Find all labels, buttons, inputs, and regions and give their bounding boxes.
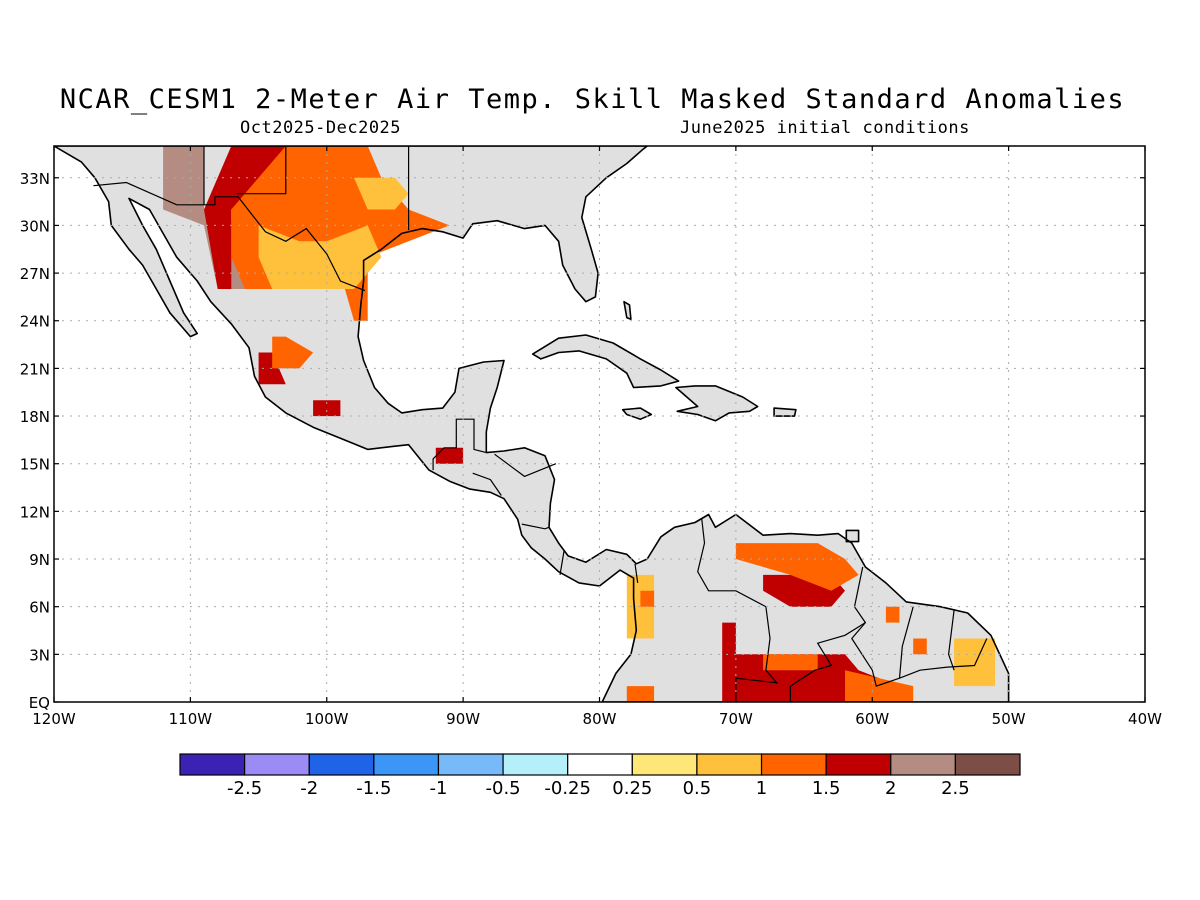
lon-label: 50W — [992, 710, 1026, 728]
lat-label: 21N — [20, 360, 50, 378]
colorbar-swatch — [631, 753, 698, 776]
jamaica-coastline — [621, 407, 653, 421]
border-7 — [494, 453, 557, 478]
anomaly-region-10 — [735, 543, 859, 591]
cuba-coastline — [531, 334, 680, 389]
lat-label: 3N — [29, 646, 50, 664]
lat-label: 9N — [29, 551, 50, 569]
border-4 — [444, 418, 487, 454]
colorbar-swatch — [696, 753, 763, 776]
lon-label: 80W — [583, 710, 617, 728]
colorbar-label: 2.5 — [941, 778, 970, 799]
colorbar-swatch — [308, 753, 375, 776]
lat-lon-grid — [54, 146, 1145, 702]
lat-label: 33N — [20, 170, 50, 188]
lon-label: 60W — [855, 710, 889, 728]
trinidad-coastline — [845, 529, 860, 543]
border-13 — [898, 606, 914, 679]
colorbar-swatch — [179, 753, 246, 776]
andros-coastline — [623, 300, 632, 321]
border-14 — [947, 609, 955, 671]
puerto-rico-coastline — [773, 407, 797, 417]
anomaly-region-18 — [913, 638, 927, 655]
colorbar-label: 1 — [756, 778, 767, 799]
colorbar-swatch — [890, 753, 956, 776]
lat-label: 24N — [20, 313, 50, 331]
lat-label: 6N — [29, 599, 50, 617]
map-title: NCAR_CESM1 2-Meter Air Temp. Skill Maske… — [59, 84, 1126, 115]
colorbar-swatch — [954, 753, 1021, 776]
colorbar-label: 0.25 — [612, 778, 652, 799]
anomaly-region-6 — [272, 336, 314, 369]
lat-label: 15N — [20, 456, 50, 474]
anomaly-region-17 — [885, 606, 900, 623]
colorbar-label: -0.25 — [544, 778, 591, 799]
anomaly-region-16 — [626, 686, 655, 702]
latitude-labels: 33N 30N 27N 24N 21N 18N 15N 12N 9N 6N 3N EQ — [20, 170, 1145, 712]
colorbar-label: -0.5 — [486, 778, 521, 799]
hispaniola-coastline — [675, 385, 759, 422]
border-11 — [697, 519, 779, 702]
colorbar-swatch — [373, 753, 440, 776]
border-0 — [93, 181, 366, 292]
anomaly-region-15 — [640, 590, 655, 607]
lon-label: 110W — [169, 710, 213, 728]
north-america-coastline — [54, 146, 1010, 702]
colorbar-label: 2 — [885, 778, 896, 799]
anomaly-region-12 — [763, 654, 818, 671]
lon-label: 40W — [1128, 710, 1162, 728]
colorbar-swatch — [244, 753, 310, 776]
border-6 — [472, 472, 502, 496]
coastlines — [54, 146, 1010, 702]
season-subtitle: Oct2025-Dec2025 — [240, 118, 402, 138]
border-10 — [634, 563, 639, 583]
colorbar-label: 0.5 — [683, 778, 712, 799]
anomaly-region-13 — [845, 670, 914, 702]
border-15 — [789, 622, 866, 702]
colorbar-label: 1.5 — [812, 778, 841, 799]
colorbar-swatch — [437, 753, 504, 776]
longitude-labels: 120W 110W 100W 90W 80W 70W 60W 50W 40W — [32, 146, 1162, 728]
anomaly-region-19 — [954, 638, 995, 687]
colorbar-label: -1 — [429, 778, 447, 799]
lon-label: 120W — [32, 710, 76, 728]
initial-conditions-subtitle: June2025 initial conditions — [680, 118, 970, 138]
border-12 — [851, 566, 988, 687]
lat-label: 30N — [20, 217, 50, 235]
cuba-land — [532, 335, 679, 388]
colorbar-label: -1.5 — [356, 778, 391, 799]
anomaly-region-8 — [435, 447, 464, 464]
colorbar — [179, 753, 1021, 776]
lat-label: 27N — [20, 265, 50, 283]
anomaly-region-7 — [313, 400, 341, 417]
anomaly-region-4 — [354, 177, 409, 210]
colorbar-label: -2 — [300, 778, 318, 799]
lat-label: 18N — [20, 408, 50, 426]
border-5 — [432, 447, 445, 471]
colorbar-swatch — [502, 753, 569, 776]
lon-label: 70W — [719, 710, 753, 728]
border-2 — [236, 146, 287, 195]
lon-label: 90W — [446, 710, 480, 728]
border-8 — [521, 523, 550, 530]
trinidad-land — [846, 530, 859, 542]
colorbar-labels: -2.5 -2 -1.5 -1 -0.5 -0.25 0.25 0.5 1 1.5 2 2.5 — [227, 778, 970, 799]
colorbar-swatch — [567, 753, 633, 776]
colorbar-swatch — [760, 753, 827, 776]
border-9 — [559, 551, 565, 575]
lat-label: EQ — [29, 694, 50, 712]
colorbar-label: -2.5 — [227, 778, 262, 799]
lon-label: 100W — [305, 710, 349, 728]
lat-label: 12N — [20, 503, 50, 521]
colorbar-swatch — [825, 753, 892, 776]
